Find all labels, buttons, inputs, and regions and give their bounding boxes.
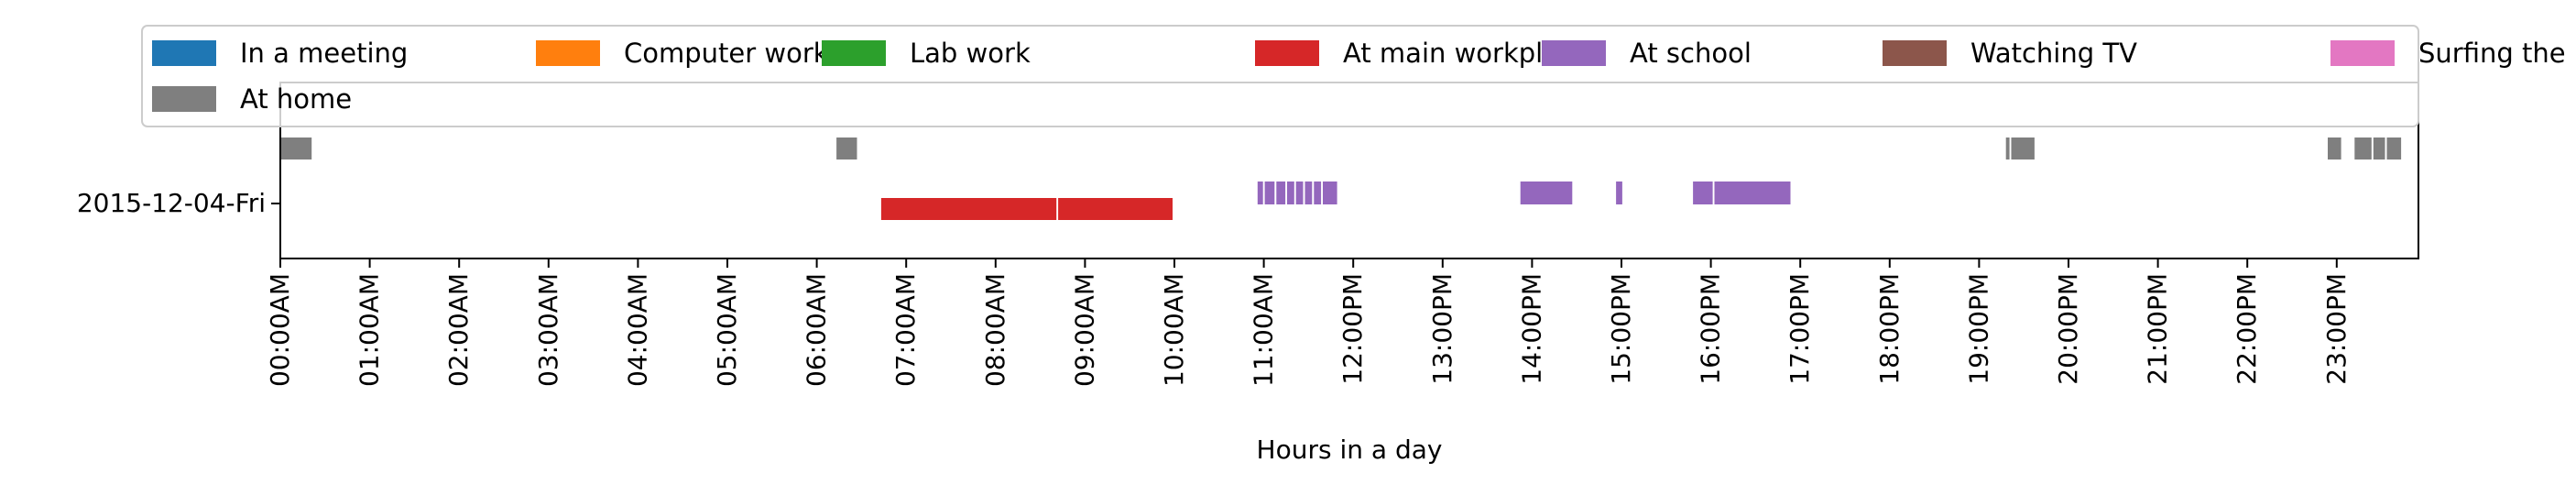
- x-tick-label: 07:00AM: [890, 273, 921, 387]
- activity-bar: [2011, 138, 2035, 160]
- x-tick-label: 11:00AM: [1249, 273, 1279, 387]
- activity-bar: [1323, 182, 1337, 204]
- x-tick-label: 23:00PM: [2321, 273, 2352, 385]
- activity-bar: [2354, 138, 2372, 160]
- x-tick-label: 18:00PM: [1874, 273, 1905, 385]
- activity-bar: [2328, 138, 2341, 160]
- legend-swatch: [822, 40, 886, 66]
- x-tick-label: 01:00AM: [355, 273, 385, 387]
- x-tick-label: 00:00AM: [265, 273, 295, 387]
- activity-bar: [1264, 182, 1275, 204]
- x-tick-label: 08:00AM: [980, 273, 1010, 387]
- legend-swatch: [152, 86, 216, 112]
- x-tick-label: 14:00PM: [1516, 273, 1546, 385]
- x-axis: 00:00AM 01:00AM 02:00AM 03:00AM 04:00AM 05:00…: [265, 258, 2352, 387]
- legend-swatch: [1883, 40, 1947, 66]
- legend-swatch: [536, 40, 600, 66]
- x-axis-label: Hours in a day: [1257, 434, 1443, 465]
- legend-label: At home: [240, 83, 352, 115]
- y-axis: 2015-12-04-Fri: [77, 188, 280, 218]
- x-tick-label: 05:00AM: [712, 273, 742, 387]
- y-tick-label: 2015-12-04-Fri: [77, 188, 266, 218]
- activity-bar: [1058, 198, 1173, 220]
- legend-label: Watching TV: [1970, 38, 2137, 69]
- legend-swatch: [2330, 40, 2395, 66]
- x-tick-label: 13:00PM: [1427, 273, 1457, 385]
- activity-bar: [1520, 182, 1573, 204]
- activity-bar: [280, 138, 312, 160]
- activity-bar: [1714, 182, 1791, 204]
- activity-bar: [1304, 182, 1313, 204]
- x-tick-label: 22:00PM: [2232, 273, 2262, 385]
- legend-items: In a meeting Computer work Lab work At main…: [152, 38, 2576, 115]
- legend-label: Lab work: [910, 38, 1031, 69]
- legend-swatch: [1255, 40, 1319, 66]
- legend-swatch: [1542, 40, 1606, 66]
- x-tick-label: 12:00PM: [1337, 273, 1368, 385]
- legend: In a meeting Computer work Lab work At main…: [141, 25, 2576, 127]
- activity-bar: [836, 138, 857, 160]
- x-tick-label: 03:00AM: [533, 273, 563, 387]
- legend-label: In a meeting: [240, 38, 408, 69]
- x-tick-label: 19:00PM: [1963, 273, 1993, 385]
- activity-bar: [1276, 182, 1286, 204]
- activity-bar: [2005, 138, 2010, 160]
- x-tick-label: 15:00PM: [1606, 273, 1636, 385]
- activity-bar: [1287, 182, 1294, 204]
- legend-label: Surfing the internet: [2418, 38, 2576, 69]
- legend-label: Computer work: [624, 38, 829, 69]
- legend-swatch: [152, 40, 216, 66]
- x-tick-label: 17:00PM: [1785, 273, 1815, 385]
- x-tick-label: 20:00PM: [2053, 273, 2083, 385]
- activity-bar: [2386, 138, 2402, 160]
- x-tick-label: 06:00AM: [802, 273, 832, 387]
- activity-bar: [1295, 182, 1304, 204]
- activity-bar: [1616, 182, 1622, 204]
- activity-bar: [1693, 182, 1713, 204]
- activity-bar: [880, 198, 1057, 220]
- x-tick-label: 09:00AM: [1069, 273, 1099, 387]
- legend-label: At school: [1630, 38, 1752, 69]
- activity-bar: [2373, 138, 2385, 160]
- x-tick-label: 21:00PM: [2143, 273, 2173, 385]
- x-tick-label: 10:00AM: [1159, 273, 1189, 387]
- activity-bar: [1257, 182, 1263, 204]
- x-tick-label: 16:00PM: [1696, 273, 1726, 385]
- x-tick-label: 04:00AM: [622, 273, 652, 387]
- legend-frame: [141, 25, 2419, 127]
- x-tick-label: 02:00AM: [443, 273, 474, 387]
- activity-bar: [1314, 182, 1322, 204]
- bars-layer: [280, 138, 2402, 220]
